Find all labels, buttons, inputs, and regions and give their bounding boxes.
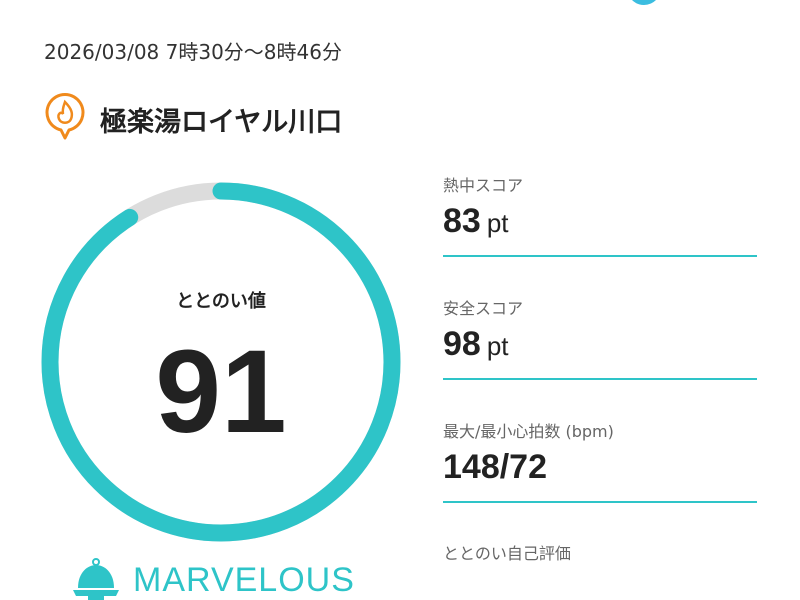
gauge-fill [41, 182, 401, 542]
stat-label: 安全スコア [443, 299, 524, 318]
stat-unit: pt [486, 208, 509, 238]
stat-value: 83 [443, 202, 481, 240]
gauge-value: 91 [155, 326, 287, 458]
totonoi-gauge [41, 182, 401, 542]
stat-heart-rate: 最大/最小心拍数 (bpm) 148/72 [443, 418, 757, 503]
stat-label: 最大/最小心拍数 (bpm) [443, 422, 614, 441]
stat-safety-score: 安全スコア 98 pt [443, 295, 757, 380]
location-name[interactable]: 極楽湯ロイヤル川口 [100, 107, 343, 138]
rank-label: MARVELOUS [133, 561, 355, 599]
session-datetime: 2026/03/08 7時30分〜8時46分 [44, 40, 342, 64]
sauna-flame-pin-icon [42, 92, 88, 148]
stat-heat-score: 熱中スコア 83 pt [443, 172, 757, 257]
stat-self-rating: ととのい自己評価 [443, 540, 757, 600]
gauge-label: ととのい値 [176, 291, 266, 312]
stat-value: 148/72 [443, 448, 547, 486]
stat-label: ととのい自己評価 [443, 544, 571, 563]
stat-label: 熱中スコア [443, 176, 524, 195]
stat-value: 98 [443, 325, 481, 363]
top-right-icon[interactable] [624, 0, 664, 14]
stat-unit: pt [486, 331, 509, 361]
sauna-hat-icon [72, 558, 120, 600]
